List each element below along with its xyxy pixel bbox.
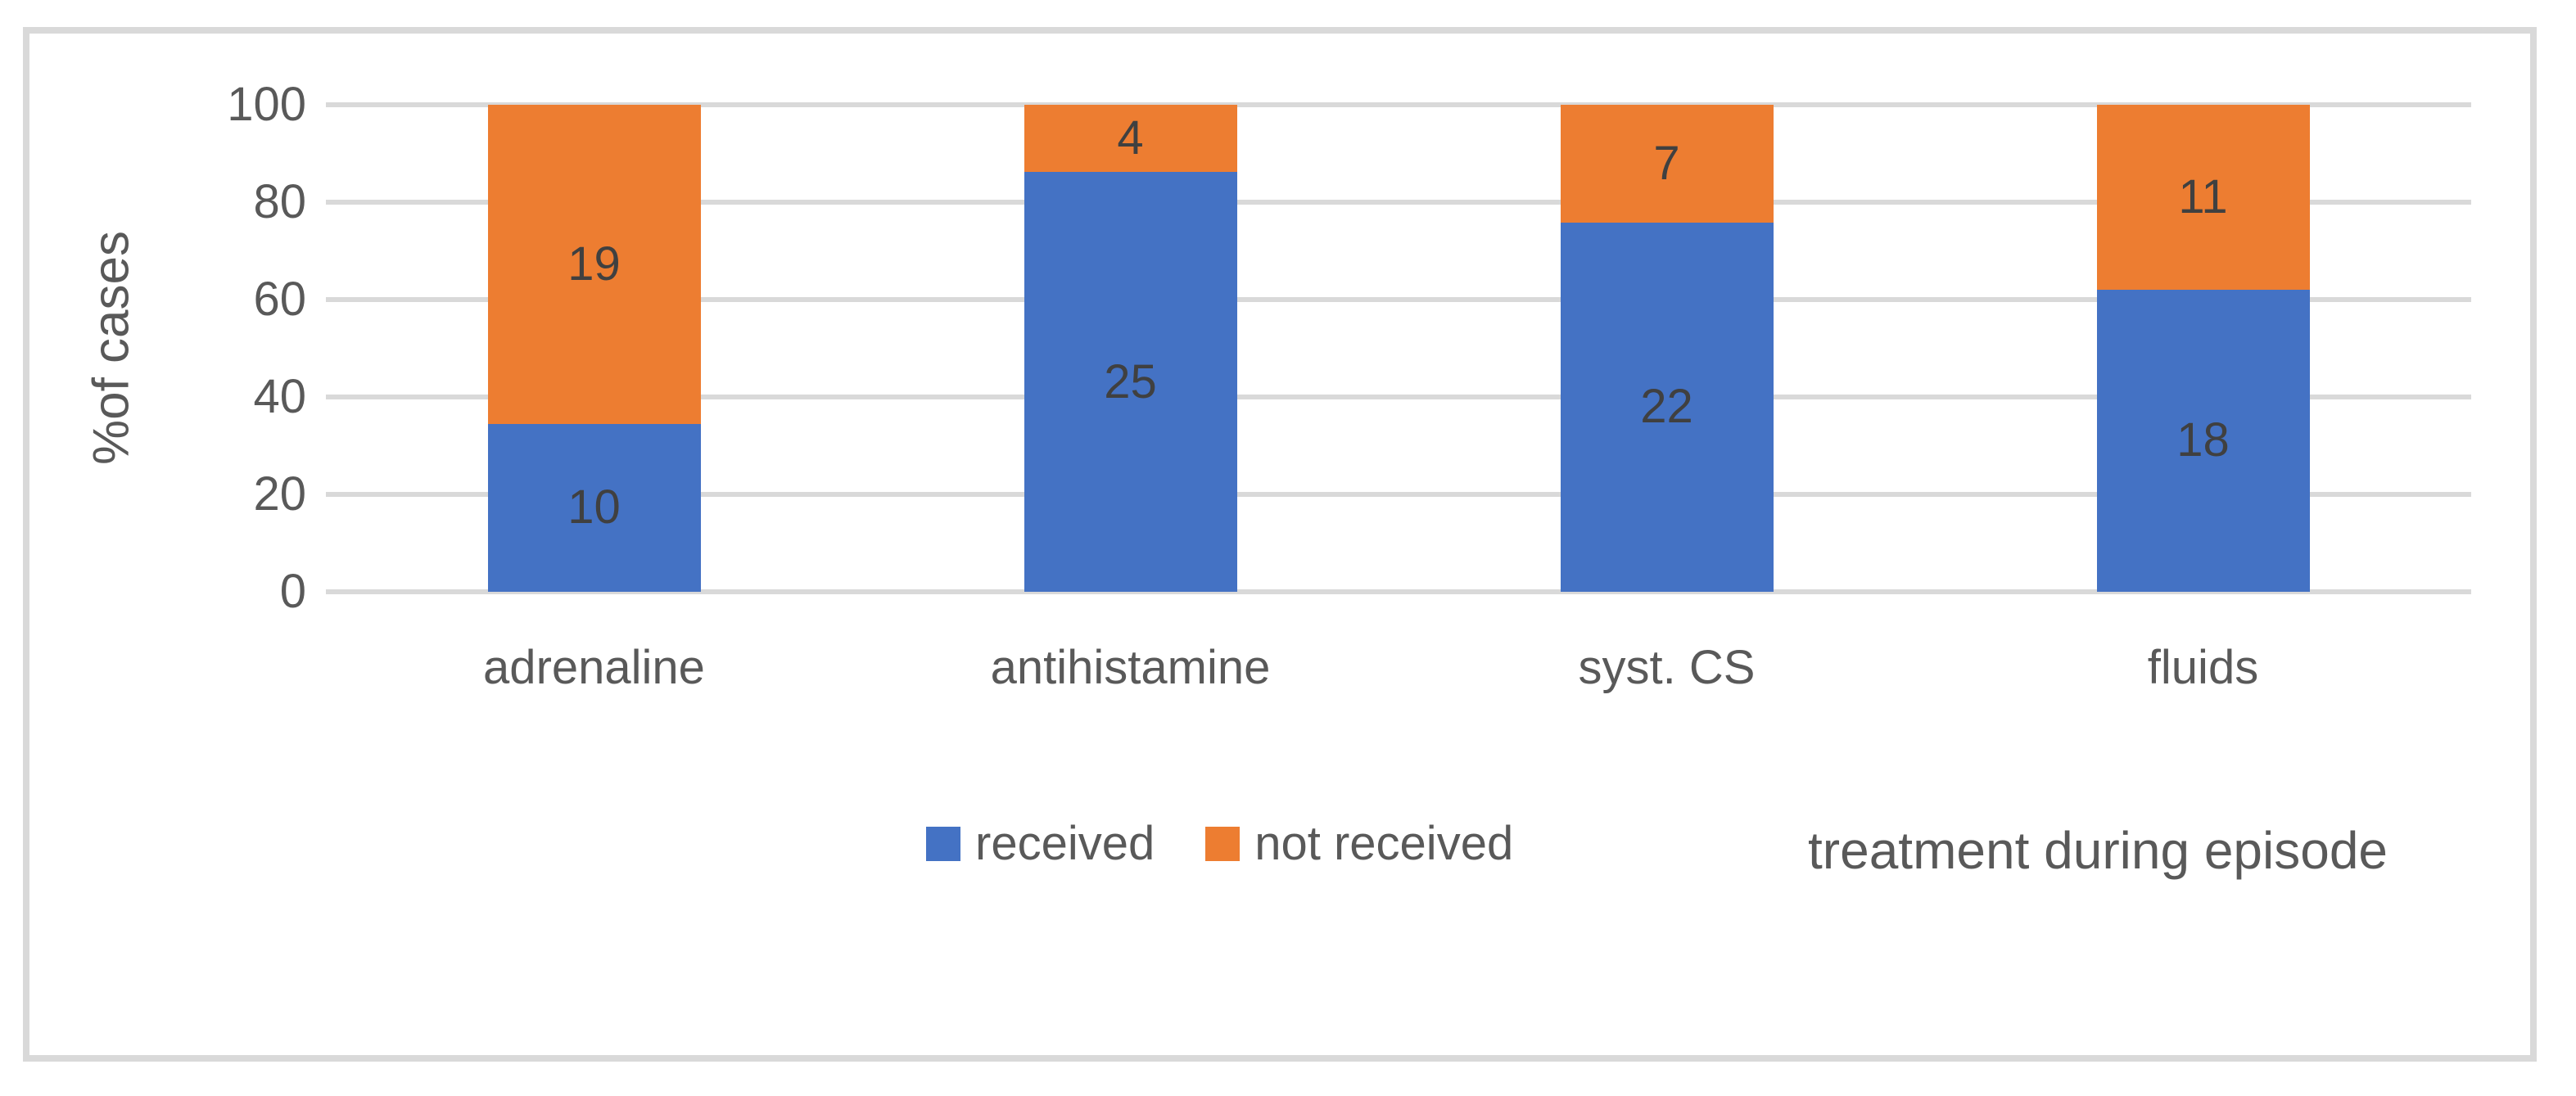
bar-segment-received xyxy=(1560,222,1774,592)
bar-segment-received xyxy=(487,423,701,592)
x-category-label: fluids xyxy=(2147,641,2259,694)
x-category-label: antihistamine xyxy=(990,641,1271,694)
legend-swatch-not-received xyxy=(1205,827,1241,861)
bar-value-label: 19 xyxy=(567,237,621,291)
y-tick-label: 80 xyxy=(253,175,306,228)
bar-value-label: 10 xyxy=(567,480,621,534)
legend-item: received xyxy=(926,820,1155,868)
x-category-label: syst. CS xyxy=(1578,641,1756,694)
x-axis-labels: adrenaline antihistamine syst. CS fluids xyxy=(326,640,2471,697)
y-axis-title: %of cases xyxy=(83,230,140,466)
bar-value-label: 4 xyxy=(1117,111,1144,165)
chart-border-frame xyxy=(23,27,2537,1062)
legend: received not received xyxy=(926,820,1513,868)
y-tick-label: 40 xyxy=(253,370,306,423)
y-tick-label: 20 xyxy=(253,467,306,521)
gridline xyxy=(326,102,2471,107)
plot-area: 0 20 40 60 80 100 10 19 25 4 22 7 18 11 xyxy=(227,81,2471,616)
x-axis-title: treatment during episode xyxy=(1808,821,2388,880)
bar-value-label: 18 xyxy=(2176,413,2230,467)
gridline xyxy=(326,200,2471,205)
y-tick-label: 0 xyxy=(279,565,306,618)
legend-swatch-received xyxy=(926,827,960,861)
y-tick-label: 100 xyxy=(227,78,306,131)
gridline xyxy=(326,395,2471,399)
gridline xyxy=(326,297,2471,302)
bar-value-label: 11 xyxy=(2178,169,2228,223)
gridline xyxy=(326,589,2471,594)
y-tick-label: 60 xyxy=(253,273,306,326)
bar-segment-not-received xyxy=(1024,105,1237,173)
legend-label: received xyxy=(975,817,1155,870)
bar-value-label: 7 xyxy=(1653,136,1680,190)
legend-label: not received xyxy=(1254,817,1514,870)
bar-value-label: 25 xyxy=(1104,354,1157,408)
x-category-label: adrenaline xyxy=(483,641,705,694)
bar-segment-not-received xyxy=(1560,105,1774,223)
bar-value-label: 22 xyxy=(1640,380,1693,434)
bar-segment-received xyxy=(1024,172,1237,592)
legend-item: not received xyxy=(1205,820,1513,868)
bar-segment-not-received xyxy=(487,105,701,424)
bar-segment-received xyxy=(2096,289,2310,592)
gridline xyxy=(326,492,2471,497)
bar-segment-not-received xyxy=(2096,105,2310,290)
